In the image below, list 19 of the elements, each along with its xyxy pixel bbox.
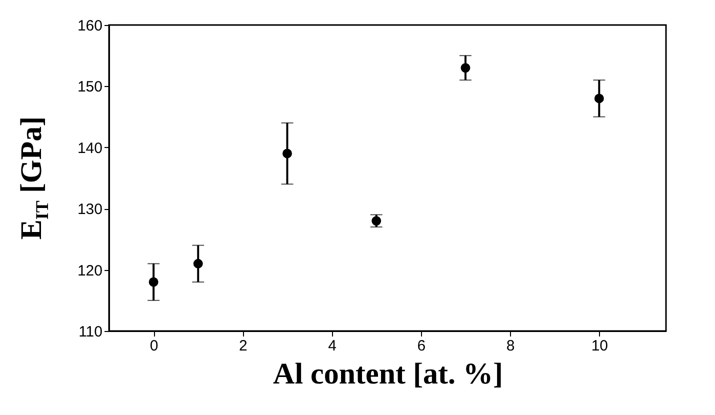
y-tick-label: 160 — [77, 18, 102, 34]
point — [193, 258, 203, 268]
x-axis-title: Al content [at. %] — [273, 358, 503, 390]
point — [282, 148, 292, 158]
x-tick-label: 10 — [591, 338, 608, 354]
x-tick-label: 4 — [328, 338, 336, 354]
y-tick-label: 110 — [78, 324, 102, 340]
point — [372, 216, 382, 226]
point — [460, 63, 470, 73]
point — [594, 94, 604, 104]
y-tick-label: 130 — [77, 201, 102, 218]
y-tick-label: 120 — [77, 262, 102, 280]
y-tick-label: 140 — [77, 140, 102, 157]
y-tick-label: 150 — [77, 78, 102, 96]
point — [148, 277, 158, 287]
x-tick-label: 0 — [150, 338, 158, 354]
x-tick-label: 8 — [506, 338, 515, 354]
x-tick-label: 6 — [417, 338, 426, 354]
x-tick-label: 2 — [239, 338, 248, 354]
